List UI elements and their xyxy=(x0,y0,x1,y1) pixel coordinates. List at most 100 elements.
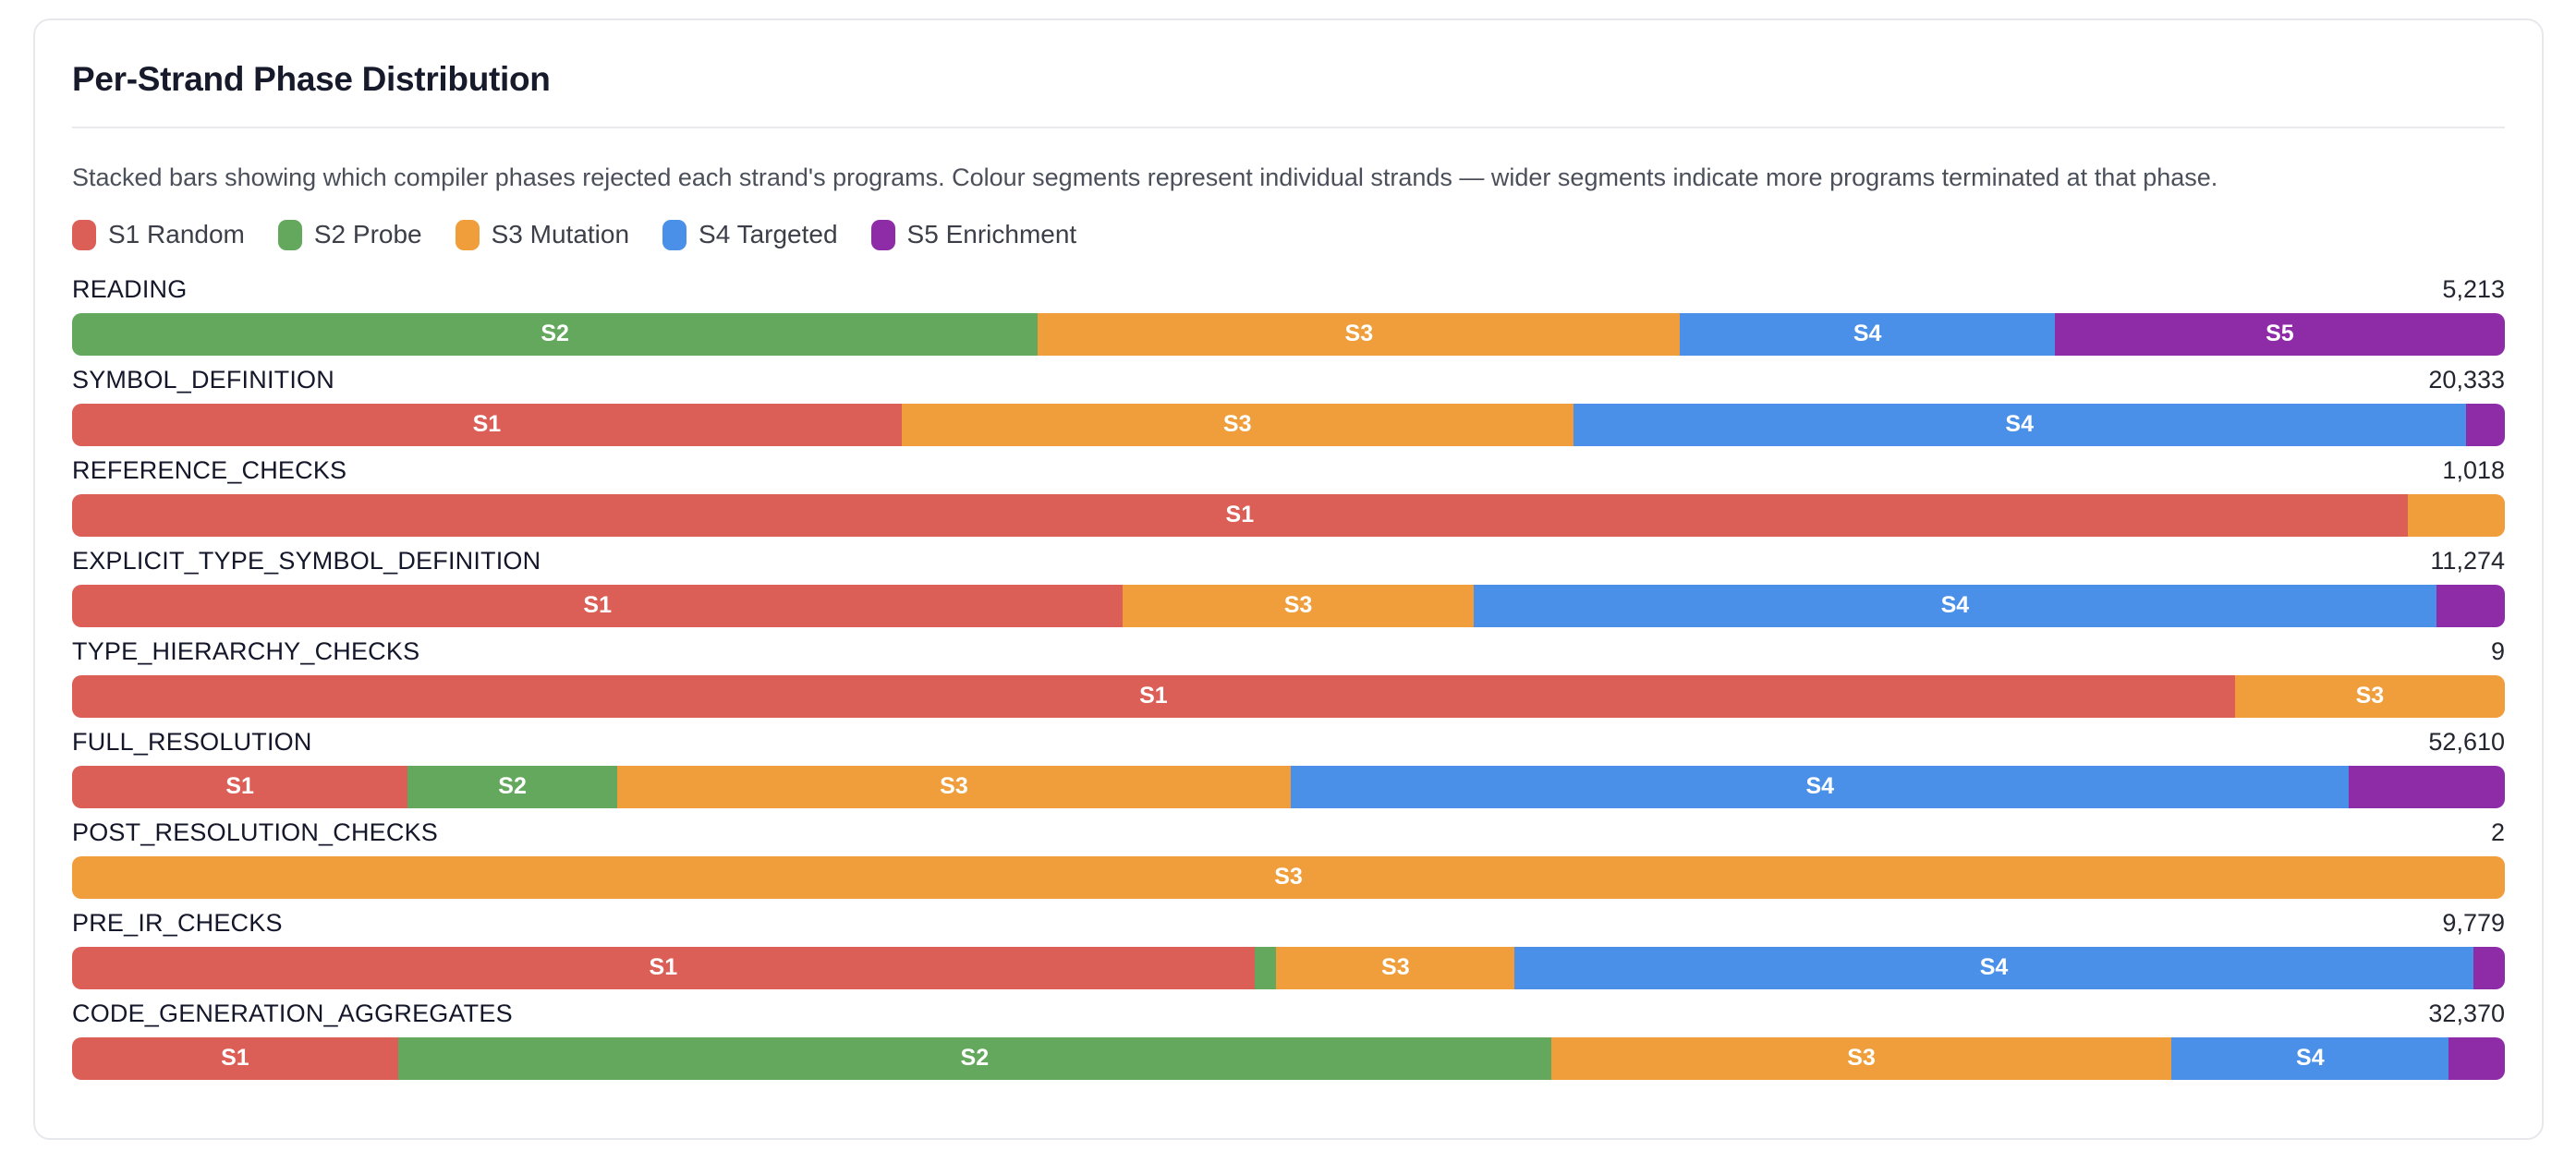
bar-segment-s1[interactable]: S1 xyxy=(72,493,2408,537)
bar-segment-s3[interactable]: S3 xyxy=(1276,946,1515,989)
segment-label: S3 xyxy=(940,773,968,800)
chart-card: Per-Strand Phase Distribution Stacked ba… xyxy=(33,18,2544,1140)
bar-segment-s2[interactable]: S2 xyxy=(72,312,1039,356)
segment-label: S4 xyxy=(1853,321,1882,347)
legend-item-s2[interactable]: S2 Probe xyxy=(277,219,422,250)
bar-segment-s4[interactable]: S4 xyxy=(1291,765,2350,808)
phase-label: EXPLICIT_TYPE_SYMBOL_DEFINITION xyxy=(72,547,541,576)
bar-segment-s2[interactable] xyxy=(1254,946,1277,989)
phase-total: 1,018 xyxy=(2442,456,2505,485)
phase-label: PRE_IR_CHECKS xyxy=(72,909,283,938)
phase-label: READING xyxy=(72,275,188,304)
segment-label: S1 xyxy=(1225,502,1255,528)
phase-total: 2 xyxy=(2490,818,2505,847)
phase-label: SYMBOL_DEFINITION xyxy=(72,366,334,394)
stacked-bar: S2 S3 S4 S5 xyxy=(72,312,2505,356)
phase-total: 5,213 xyxy=(2442,275,2505,304)
legend-item-s4[interactable]: S4 Targeted xyxy=(662,219,838,250)
bar-segment-s3[interactable]: S3 xyxy=(2234,674,2505,718)
phase-total: 32,370 xyxy=(2428,1000,2505,1028)
segment-label: S3 xyxy=(1222,411,1252,438)
segment-label: S2 xyxy=(960,1045,990,1072)
phase-row: TYPE_HIERARCHY_CHECKS 9 S1 S3 xyxy=(72,636,2505,718)
legend-swatch-s3 xyxy=(455,219,480,250)
bar-segment-s1[interactable]: S1 xyxy=(72,946,1255,989)
row-header: PRE_IR_CHECKS 9,779 xyxy=(72,908,2505,939)
segment-label: S1 xyxy=(649,954,678,981)
bar-segment-s5[interactable] xyxy=(2436,584,2505,627)
bar-segment-s2[interactable]: S2 xyxy=(407,765,617,808)
bar-segment-s1[interactable]: S1 xyxy=(72,765,408,808)
segment-label: S1 xyxy=(472,411,502,438)
phase-total: 20,333 xyxy=(2428,366,2505,394)
segment-label: S2 xyxy=(498,773,527,800)
segment-label: S1 xyxy=(221,1045,249,1072)
bar-segment-s3[interactable]: S3 xyxy=(1123,584,1474,627)
bar-segment-s4[interactable]: S4 xyxy=(1514,946,2473,989)
row-header: TYPE_HIERARCHY_CHECKS 9 xyxy=(72,636,2505,668)
rows: READING 5,213 S2 S3 S4 S5 SYMBOL_DEFINITION 20,… xyxy=(72,274,2505,1080)
bar-segment-s5[interactable] xyxy=(2349,765,2505,808)
bar-segment-s1[interactable]: S1 xyxy=(72,674,2235,718)
stacked-bar: S3 xyxy=(72,855,2505,899)
legend-swatch-s1 xyxy=(72,219,96,250)
bar-segment-s3[interactable]: S3 xyxy=(901,403,1574,446)
bar-segment-s3[interactable]: S3 xyxy=(1038,312,1681,356)
bar-segment-s5[interactable]: S5 xyxy=(2054,312,2505,356)
segment-label: S3 xyxy=(1344,321,1374,347)
stacked-bar: S1 S3 S4 xyxy=(72,946,2505,989)
bar-segment-s3[interactable] xyxy=(2407,493,2505,537)
bar-segment-s3[interactable]: S3 xyxy=(1550,1036,2172,1080)
row-header: READING 5,213 xyxy=(72,274,2505,306)
stacked-bar: S1 S2 S3 S4 xyxy=(72,1036,2505,1080)
title-divider xyxy=(72,126,2505,128)
phase-row: POST_RESOLUTION_CHECKS 2 S3 xyxy=(72,818,2505,899)
stacked-bar: S1 S2 S3 S4 xyxy=(72,765,2505,808)
legend-item-s1[interactable]: S1 Random xyxy=(72,219,245,250)
phase-label: POST_RESOLUTION_CHECKS xyxy=(72,818,438,847)
phase-label: FULL_RESOLUTION xyxy=(72,728,312,757)
bar-segment-s3[interactable]: S3 xyxy=(72,855,2505,899)
phase-label: TYPE_HIERARCHY_CHECKS xyxy=(72,637,420,666)
bar-segment-s4[interactable]: S4 xyxy=(1573,403,2466,446)
legend-item-s3[interactable]: S3 Mutation xyxy=(455,219,629,250)
bar-segment-s1[interactable]: S1 xyxy=(72,1036,398,1080)
legend-item-s5[interactable]: S5 Enrichment xyxy=(870,219,1077,250)
segment-label: S1 xyxy=(1139,683,1168,709)
phase-total: 11,274 xyxy=(2430,547,2505,576)
phase-row: SYMBOL_DEFINITION 20,333 S1 S3 S4 xyxy=(72,365,2505,446)
legend-label: S5 Enrichment xyxy=(906,220,1077,249)
stacked-bar: S1 S3 S4 xyxy=(72,584,2505,627)
segment-label: S4 xyxy=(1979,954,2009,981)
bar-segment-s1[interactable]: S1 xyxy=(72,584,1124,627)
row-header: FULL_RESOLUTION 52,610 xyxy=(72,727,2505,758)
stacked-bar: S1 S3 xyxy=(72,674,2505,718)
phase-row: PRE_IR_CHECKS 9,779 S1 S3 S4 xyxy=(72,908,2505,989)
bar-segment-s3[interactable]: S3 xyxy=(616,765,1292,808)
row-header: POST_RESOLUTION_CHECKS 2 xyxy=(72,818,2505,849)
phase-row: EXPLICIT_TYPE_SYMBOL_DEFINITION 11,274 S1 S… xyxy=(72,546,2505,627)
phase-label: CODE_GENERATION_AGGREGATES xyxy=(72,1000,513,1028)
legend-label: S4 Targeted xyxy=(699,220,838,249)
segment-label: S3 xyxy=(2355,683,2385,709)
bar-segment-s5[interactable] xyxy=(2465,403,2505,446)
bar-segment-s4[interactable]: S4 xyxy=(1680,312,2055,356)
chart-subtitle: Stacked bars showing which compiler phas… xyxy=(72,163,2218,191)
row-header: CODE_GENERATION_AGGREGATES 32,370 xyxy=(72,999,2505,1030)
bar-segment-s4[interactable]: S4 xyxy=(1473,584,2437,627)
bar-segment-s5[interactable] xyxy=(2473,946,2505,989)
segment-label: S4 xyxy=(2296,1045,2325,1072)
bar-segment-s1[interactable]: S1 xyxy=(72,403,902,446)
legend-swatch-s4 xyxy=(662,219,687,250)
bar-segment-s5[interactable] xyxy=(2448,1036,2505,1080)
stacked-bar: S1 S3 S4 xyxy=(72,403,2505,446)
segment-label: S3 xyxy=(1847,1045,1876,1072)
segment-label: S4 xyxy=(2005,411,2034,438)
legend-label: S2 Probe xyxy=(313,220,422,249)
segment-label: S3 xyxy=(1274,864,1303,891)
bar-segment-s2[interactable]: S2 xyxy=(397,1036,1551,1080)
legend-swatch-s5 xyxy=(870,219,895,250)
bar-segment-s4[interactable]: S4 xyxy=(2171,1036,2449,1080)
row-header: SYMBOL_DEFINITION 20,333 xyxy=(72,365,2505,396)
row-header: REFERENCE_CHECKS 1,018 xyxy=(72,455,2505,487)
